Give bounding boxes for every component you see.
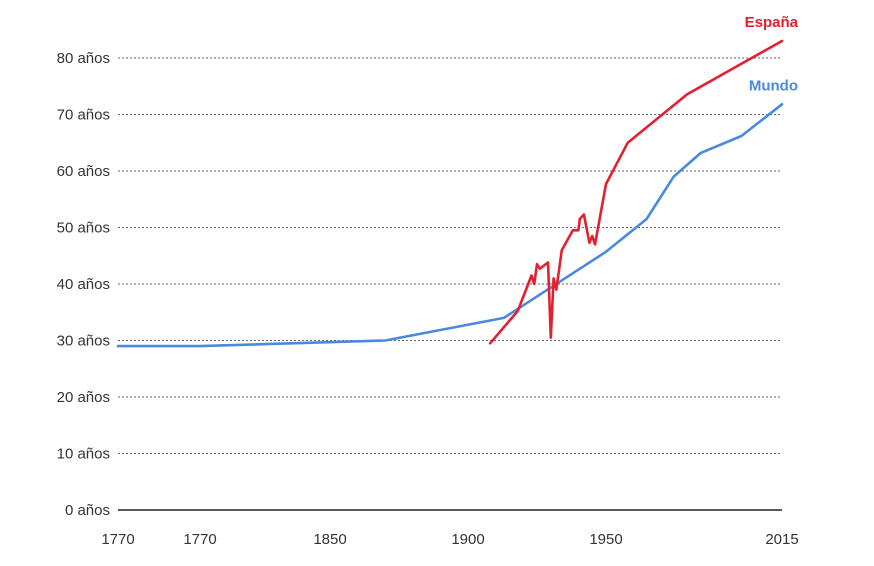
x-tick-label: 1770 bbox=[183, 531, 216, 548]
y-axis-ticks: 0 años 10 años 20 años 30 años 40 años 50 año… bbox=[57, 50, 110, 519]
y-tick-label: 0 años bbox=[65, 502, 110, 519]
y-tick-label: 50 años bbox=[57, 220, 110, 237]
x-tick-label: 1850 bbox=[313, 531, 346, 548]
series-label: Mundo bbox=[749, 77, 798, 94]
series-label: España bbox=[745, 14, 799, 31]
x-tick-label: 2015 bbox=[765, 531, 798, 548]
y-tick-label: 70 años bbox=[57, 107, 110, 124]
series-line-mundo bbox=[116, 103, 784, 348]
series-line-espaa bbox=[488, 39, 784, 345]
y-tick-label: 80 años bbox=[57, 50, 110, 67]
y-tick-label: 20 años bbox=[57, 389, 110, 406]
y-tick-label: 10 años bbox=[57, 446, 110, 463]
x-tick-label: 1770 bbox=[101, 531, 134, 548]
x-tick-label: 1950 bbox=[589, 531, 622, 548]
y-tick-label: 40 años bbox=[57, 276, 110, 293]
y-tick-label: 60 años bbox=[57, 163, 110, 180]
y-tick-label: 30 años bbox=[57, 333, 110, 350]
gridlines bbox=[118, 57, 782, 511]
x-tick-label: 1900 bbox=[451, 531, 484, 548]
x-axis-ticks: 1770 1770 1850 1900 1950 2015 bbox=[101, 531, 798, 548]
series-lines bbox=[116, 39, 784, 348]
series-labels: Mundo España bbox=[745, 14, 799, 94]
